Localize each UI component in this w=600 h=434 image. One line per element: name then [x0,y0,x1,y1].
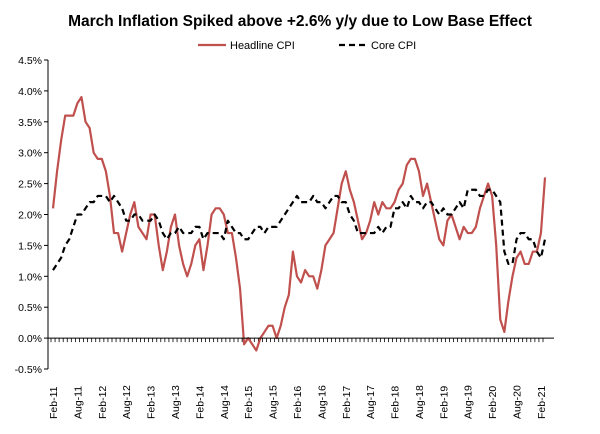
y-tick-label: 2.5% [18,179,42,191]
x-tick-label: Feb-16 [292,386,304,419]
x-tick-label: Aug-11 [72,386,84,419]
x-tick-label: Feb-19 [438,386,450,419]
series-layer [51,95,547,352]
x-tick-label: Feb-17 [341,386,353,419]
x-tick-label: Feb-15 [243,386,255,419]
y-tick-label: -0.5% [15,364,42,376]
y-tick-label: 3.5% [18,117,42,129]
x-tick-label: Aug-12 [121,385,133,419]
x-tick-label: Aug-20 [512,385,524,419]
legend-core-label: Core CPI [371,40,416,52]
x-tick-label: Aug-16 [316,385,328,419]
legend-headline-label: Headline CPI [230,40,295,52]
x-tick-label: Aug-14 [219,385,231,419]
x-tick-label: Aug-19 [463,385,475,419]
legend: Headline CPI Core CPI [198,40,416,52]
x-tick-label: Feb-14 [194,386,206,419]
y-tick-label: 3.0% [18,148,42,160]
y-tick-label: 4.5% [18,55,42,67]
y-axis: -0.5% 0.0% 0.5% 1.0% 1.5% 2.0% 2.5% 3.0% 3.5% 4.0… [15,55,48,376]
x-tick-label: Feb-13 [146,386,158,419]
y-tick-label: 4.0% [18,86,42,98]
x-tick-label: Feb-21 [536,386,548,419]
chart-title: March Inflation Spiked above +2.6% y/y d… [68,13,532,30]
y-tick-label: 2.0% [18,210,42,222]
x-tick-label: Feb-20 [487,386,499,419]
y-tick-label: 0.0% [18,333,42,345]
y-tick-label: 0.5% [18,302,42,314]
x-axis: Feb-11 Aug-11 Feb-12 Aug-12 Feb-13 Aug-13 Feb-… [48,338,548,419]
x-tick-label: Aug-18 [414,385,426,419]
x-tick-label: Aug-17 [365,385,377,419]
y-tick-label: 1.0% [18,271,42,283]
y-tick-label: 1.5% [18,240,42,252]
x-tick-label: Feb-18 [390,386,402,419]
x-tick-label: Feb-11 [48,386,60,419]
series-line-headline-cpi [51,95,547,352]
x-tick-label: Aug-13 [170,385,182,419]
series-line-core-cpi [52,188,547,271]
x-tick-label: Feb-12 [97,386,109,419]
x-tick-label: Aug-15 [268,385,280,419]
